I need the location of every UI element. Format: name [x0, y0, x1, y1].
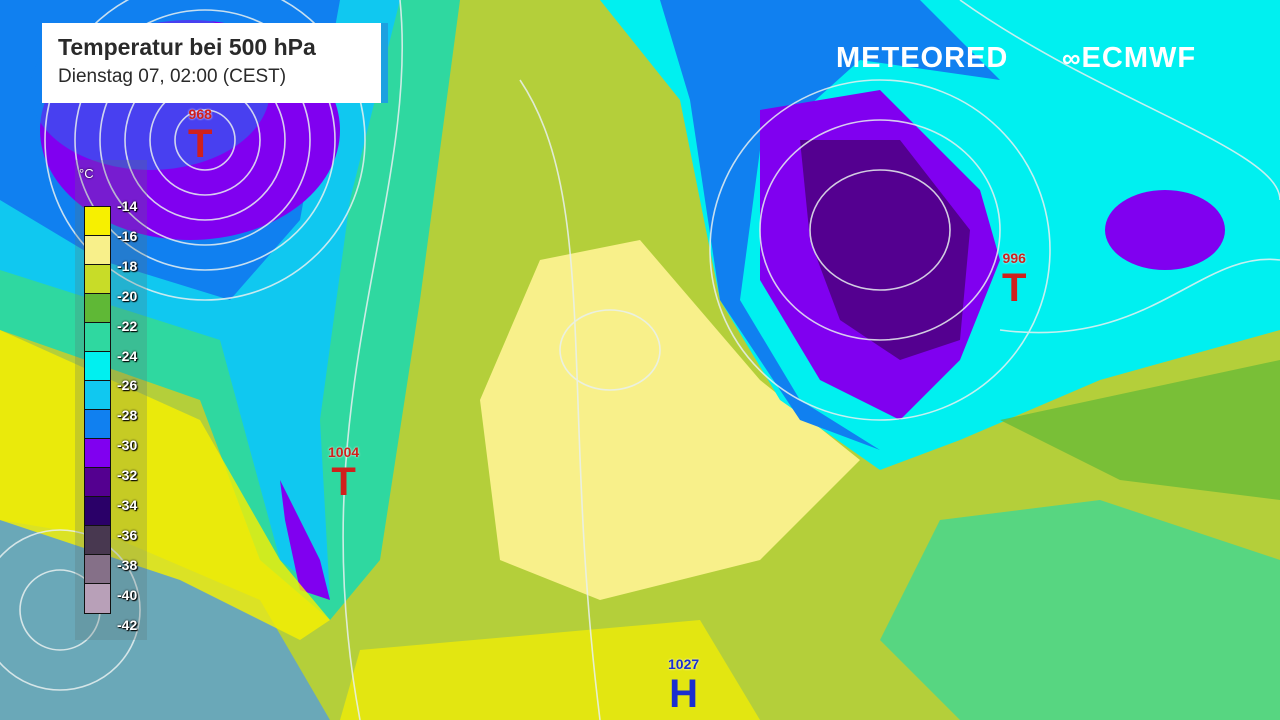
- legend-label: -20: [117, 287, 138, 304]
- ecmwf-logo: ∞ECMWF: [1062, 40, 1196, 76]
- legend-label: -36: [117, 526, 138, 543]
- legend-swatch: [85, 265, 110, 294]
- legend-swatch: [85, 352, 110, 381]
- legend-label: -32: [117, 467, 138, 484]
- legend-swatch: [85, 584, 110, 613]
- legend-swatch: [85, 555, 110, 584]
- pressure-value: 1004: [328, 444, 360, 460]
- legend-label: -18: [117, 257, 138, 274]
- legend-swatch: [85, 207, 110, 236]
- legend-swatch: [85, 526, 110, 555]
- pressure-value: 968: [188, 106, 212, 122]
- high-pressure-marker: 1027 H: [668, 656, 699, 716]
- legend-label: -34: [117, 497, 138, 513]
- low-pressure-symbol: T: [331, 460, 356, 504]
- low-pressure-marker: 996 T: [1002, 250, 1026, 310]
- legend-swatch: [85, 410, 110, 439]
- legend-label: -26: [117, 377, 138, 394]
- legend-label: -14: [117, 198, 138, 214]
- meteored-logo: METEORED: [836, 42, 1009, 74]
- map-datetime: Dienstag 07, 02:00 (CEST): [58, 66, 287, 87]
- legend-unit: °C: [79, 166, 94, 181]
- legend-swatch: [85, 468, 110, 497]
- legend-label: -22: [117, 317, 138, 334]
- legend-swatch: [85, 294, 110, 323]
- pressure-value: 996: [1002, 250, 1026, 266]
- legend-swatch: [85, 323, 110, 352]
- legend-swatch: [85, 236, 110, 265]
- low-pressure-symbol: T: [188, 122, 213, 166]
- ecmwf-emblem-icon: ∞: [1062, 43, 1082, 73]
- legend-label: -38: [117, 556, 138, 573]
- low-pressure-marker: 1004 T: [328, 444, 359, 504]
- legend-label: -24: [117, 347, 138, 364]
- legend-swatch: [85, 381, 110, 410]
- legend-label: -40: [117, 586, 138, 603]
- legend-label: -16: [117, 227, 138, 244]
- legend-color-bar: [84, 206, 111, 614]
- pressure-value: 1027: [668, 656, 700, 672]
- low-pressure-symbol: T: [1002, 266, 1027, 310]
- legend-swatch: [85, 439, 110, 468]
- legend-swatch: [85, 497, 110, 526]
- map-title: Temperatur bei 500 hPa: [58, 34, 316, 60]
- legend-label: -42: [117, 616, 138, 633]
- high-pressure-symbol: H: [669, 672, 699, 716]
- ecmwf-logo-text: ECMWF: [1081, 42, 1197, 74]
- legend-label: -28: [117, 407, 138, 424]
- title-box: Temperatur bei 500 hPa Dienstag 07, 02:0…: [42, 23, 388, 103]
- low-pressure-marker: 968 T: [188, 106, 212, 166]
- legend-label: -30: [117, 437, 138, 454]
- temperature-legend: °C -14 -16 -18 -20 -22 -24 -26 -28 -30 -32 -34 -36 -…: [75, 160, 147, 640]
